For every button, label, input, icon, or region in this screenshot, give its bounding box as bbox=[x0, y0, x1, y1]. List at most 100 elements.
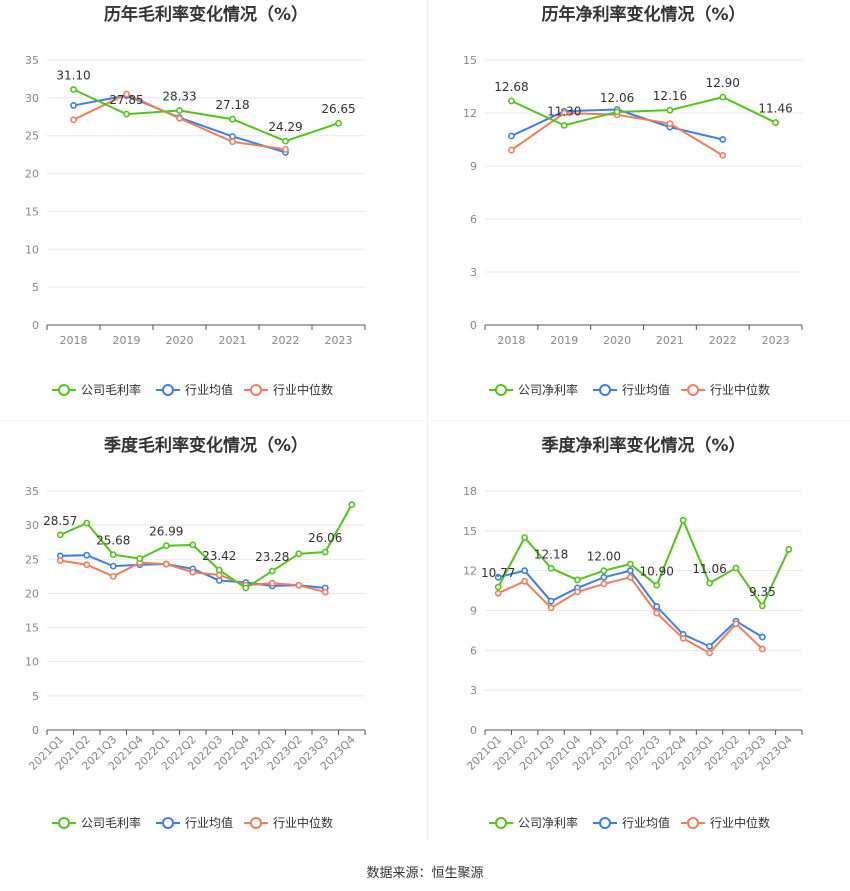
data-label: 10.90 bbox=[640, 564, 674, 578]
data-point bbox=[56, 531, 64, 539]
x-tick-label: 2019 bbox=[113, 334, 141, 347]
data-point bbox=[215, 577, 223, 584]
x-tick-label: 2020 bbox=[166, 334, 194, 347]
data-point bbox=[719, 136, 727, 143]
data-point bbox=[109, 562, 117, 570]
legend-label: 行业均值 bbox=[622, 815, 670, 830]
data-point bbox=[162, 560, 170, 568]
data-point bbox=[521, 577, 529, 585]
y-tick-label: 3 bbox=[470, 266, 477, 279]
y-tick-label: 15 bbox=[463, 525, 477, 538]
legend-label: 行业中位数 bbox=[273, 815, 333, 830]
y-tick-label: 20 bbox=[25, 168, 39, 181]
data-label: 26.06 bbox=[308, 531, 342, 545]
series-line bbox=[73, 88, 339, 143]
data-point bbox=[229, 133, 236, 140]
legend-label: 行业均值 bbox=[185, 382, 233, 397]
y-tick-label: 20 bbox=[25, 587, 39, 600]
data-label: 27.85 bbox=[109, 93, 143, 107]
x-tick-label: 2020 bbox=[603, 334, 631, 347]
data-point bbox=[626, 567, 634, 575]
data-label: 9.35 bbox=[749, 585, 776, 599]
data-label: 27.18 bbox=[215, 98, 249, 112]
source-footer: 数据来源：恒生聚源 bbox=[366, 866, 484, 881]
y-tick-label: 0 bbox=[470, 319, 477, 332]
data-label: 11.46 bbox=[758, 102, 792, 116]
legend-marker bbox=[687, 384, 699, 396]
data-point bbox=[600, 573, 608, 581]
data-point bbox=[215, 566, 223, 574]
legend-label: 公司毛利率 bbox=[81, 382, 141, 397]
y-tick-label: 30 bbox=[25, 519, 39, 532]
data-point bbox=[758, 645, 766, 653]
data-point bbox=[109, 551, 117, 559]
data-label: 31.10 bbox=[56, 69, 90, 83]
x-tick-label: 2018 bbox=[60, 334, 88, 347]
data-point bbox=[758, 602, 766, 610]
data-point bbox=[679, 634, 687, 642]
y-tick-label: 3 bbox=[470, 684, 477, 697]
data-point bbox=[719, 151, 727, 159]
y-tick-label: 9 bbox=[470, 160, 477, 173]
legend-label: 行业均值 bbox=[622, 382, 670, 397]
legend-marker bbox=[599, 817, 611, 829]
y-tick-label: 35 bbox=[25, 54, 39, 67]
data-point bbox=[574, 576, 581, 584]
data-point bbox=[653, 609, 661, 617]
data-point bbox=[508, 97, 515, 105]
data-point bbox=[706, 649, 713, 657]
data-point bbox=[785, 546, 793, 553]
y-tick-label: 15 bbox=[463, 54, 477, 67]
data-label: 25.68 bbox=[96, 534, 130, 548]
series-line bbox=[60, 559, 326, 594]
legend-marker bbox=[162, 384, 174, 396]
x-tick-label: 2018 bbox=[497, 334, 525, 347]
data-point bbox=[547, 597, 555, 605]
data-point bbox=[706, 579, 713, 587]
data-point bbox=[123, 110, 130, 118]
chart-title: 历年毛利率变化情况（%） bbox=[104, 4, 308, 25]
data-point bbox=[626, 573, 634, 581]
data-label: 28.33 bbox=[162, 90, 196, 104]
data-point bbox=[268, 567, 276, 575]
y-tick-label: 15 bbox=[25, 205, 39, 218]
y-tick-label: 0 bbox=[470, 724, 477, 737]
x-tick-label: 2021 bbox=[219, 334, 247, 347]
data-point bbox=[613, 108, 621, 116]
data-point bbox=[176, 114, 183, 122]
legend-marker bbox=[495, 384, 507, 396]
y-tick-label: 12 bbox=[463, 107, 477, 120]
data-point bbox=[508, 146, 515, 154]
data-label: 12.68 bbox=[494, 80, 528, 94]
y-tick-label: 18 bbox=[463, 485, 477, 498]
y-tick-label: 10 bbox=[25, 243, 39, 256]
data-point bbox=[229, 138, 236, 146]
data-point bbox=[666, 106, 674, 114]
data-point bbox=[494, 573, 502, 581]
data-point bbox=[229, 115, 236, 123]
series-line bbox=[510, 96, 777, 127]
data-point bbox=[666, 120, 674, 127]
data-label: 12.90 bbox=[706, 76, 740, 90]
data-point bbox=[70, 116, 77, 124]
data-point bbox=[494, 583, 502, 591]
data-label: 23.42 bbox=[202, 549, 236, 563]
x-tick-label: 2023 bbox=[762, 334, 790, 347]
data-point bbox=[335, 119, 342, 127]
x-tick-label: 2022 bbox=[709, 334, 737, 347]
annual-gross-margin-chart: 历年毛利率变化情况（%） 0 5 10 15 20 25 30 35 2018 2019 2020 20… bbox=[25, 4, 366, 397]
legend-label: 公司毛利率 bbox=[81, 815, 141, 830]
y-tick-label: 6 bbox=[470, 644, 477, 657]
data-point bbox=[83, 551, 91, 559]
chart-title: 历年净利率变化情况（%） bbox=[541, 4, 745, 25]
quarterly-net-margin-chart: 季度净利率变化情况（%）03691215182021Q12021Q22021Q3… bbox=[463, 435, 803, 830]
data-label: 11.06 bbox=[692, 562, 726, 576]
data-point bbox=[83, 519, 91, 527]
series-line bbox=[510, 111, 724, 157]
data-point bbox=[719, 93, 727, 101]
legend-label: 公司净利率 bbox=[518, 382, 578, 397]
data-point bbox=[626, 560, 634, 568]
data-point bbox=[547, 564, 555, 572]
data-label: 26.65 bbox=[321, 102, 355, 116]
x-tick-label: 2019 bbox=[550, 334, 578, 347]
